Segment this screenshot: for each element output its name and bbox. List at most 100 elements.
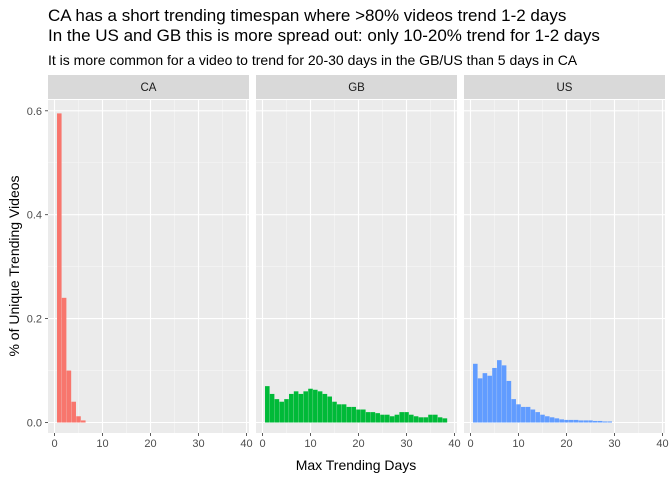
chart-subtitle: It is more common for a video to trend f… (48, 52, 578, 68)
bar-gb-9 (303, 391, 308, 423)
facet-label-ca: CA (141, 82, 157, 94)
bar-us-29 (607, 421, 612, 423)
bar-us-22 (573, 419, 579, 423)
facet-label-us: US (557, 82, 573, 94)
bar-ca-1 (57, 113, 62, 423)
facet-label-gb: GB (348, 82, 365, 94)
bar-us-17 (549, 417, 555, 423)
bar-gb-7 (293, 391, 299, 423)
x-tick-label: 10 (512, 438, 524, 450)
bar-us-16 (545, 416, 550, 423)
bar-us-3 (482, 373, 488, 423)
bar-gb-36 (433, 414, 438, 423)
y-tick-label: 0.6 (27, 106, 42, 118)
bar-us-27 (597, 420, 603, 423)
facet-strip-gb (256, 75, 457, 99)
x-tick-label: 40 (240, 438, 252, 450)
bar-gb-10 (308, 388, 313, 423)
bar-us-10 (516, 404, 521, 423)
bar-gb-18 (346, 406, 352, 423)
x-tick-label: 40 (656, 438, 668, 450)
bar-us-1 (473, 363, 478, 423)
bar-gb-4 (279, 401, 284, 423)
bar-gb-17 (341, 404, 347, 423)
x-tick-label: 30 (608, 438, 620, 450)
bar-gb-32 (413, 416, 419, 423)
bar-gb-24 (375, 413, 380, 423)
bar-us-5 (492, 367, 497, 423)
bar-us-18 (554, 418, 560, 423)
bar-gb-34 (423, 417, 428, 423)
x-tick-label: 0 (467, 438, 473, 450)
y-axis-title: % of Unique Trending Videos (6, 175, 22, 356)
x-axis-title: Max Trending Days (296, 457, 417, 473)
bar-ca-4 (71, 401, 76, 423)
bar-gb-25 (380, 414, 385, 423)
bar-gb-20 (356, 409, 361, 423)
x-tick-label: 0 (51, 438, 57, 450)
x-tick-label: 40 (448, 438, 460, 450)
bar-gb-15 (332, 401, 337, 423)
bar-gb-29 (399, 412, 404, 423)
bar-us-21 (569, 419, 574, 423)
x-tick-label: 20 (560, 438, 572, 450)
x-tick-label: 20 (352, 438, 364, 450)
y-tick-label: 0.0 (27, 418, 42, 430)
bar-us-25 (588, 420, 593, 423)
bar-ca-6 (81, 420, 86, 423)
x-tick-label: 10 (304, 438, 316, 450)
bar-gb-31 (409, 414, 414, 423)
bar-gb-37 (437, 417, 443, 423)
x-tick-label: 20 (144, 438, 156, 450)
bar-gb-16 (337, 404, 342, 423)
bar-us-12 (525, 406, 531, 423)
bar-gb-8 (298, 393, 304, 423)
bar-gb-33 (418, 417, 424, 423)
y-tick-label: 0.4 (27, 210, 42, 222)
bar-ca-2 (61, 297, 67, 423)
bar-us-13 (530, 409, 536, 423)
bar-gb-2 (269, 393, 275, 423)
bar-gb-14 (327, 396, 332, 423)
bar-us-19 (559, 419, 564, 423)
bar-us-28 (602, 421, 608, 423)
bar-us-9 (511, 399, 516, 423)
bar-us-6 (497, 360, 502, 423)
x-tick-label: 0 (259, 438, 265, 450)
bar-gb-38 (442, 418, 448, 423)
bar-gb-5 (284, 399, 289, 423)
y-tick-label: 0.2 (27, 314, 42, 326)
bar-gb-11 (313, 389, 318, 423)
bar-us-24 (583, 420, 588, 423)
bar-gb-26 (385, 414, 390, 423)
bar-us-2 (477, 378, 483, 423)
bar-gb-3 (274, 399, 280, 423)
bar-gb-12 (317, 391, 323, 423)
x-tick-label: 30 (192, 438, 204, 450)
chart-title-block: CA has a short trending timespan where >… (48, 6, 600, 68)
bar-us-15 (540, 414, 545, 423)
bar-gb-6 (289, 393, 294, 423)
bar-us-20 (564, 419, 569, 423)
bar-us-7 (501, 365, 507, 423)
bar-gb-1 (265, 386, 270, 423)
bar-gb-13 (322, 393, 328, 423)
bar-gb-35 (428, 414, 433, 423)
bar-gb-28 (394, 414, 400, 423)
bar-us-4 (487, 375, 492, 423)
facet-strip-us (464, 75, 665, 99)
facet-strip-ca (48, 75, 249, 99)
bar-gb-30 (404, 412, 409, 423)
chart-title-line-2: In the US and GB this is more spread out… (48, 26, 600, 45)
chart-title-line-1: CA has a short trending timespan where >… (48, 6, 567, 25)
bar-us-14 (535, 412, 540, 423)
bar-gb-22 (365, 412, 371, 423)
bar-us-26 (593, 420, 598, 423)
bar-gb-23 (370, 412, 376, 423)
bar-us-23 (578, 420, 584, 423)
bar-ca-3 (66, 370, 72, 423)
bar-gb-19 (351, 406, 356, 423)
bar-ca-5 (76, 416, 81, 423)
bar-gb-27 (389, 416, 395, 423)
